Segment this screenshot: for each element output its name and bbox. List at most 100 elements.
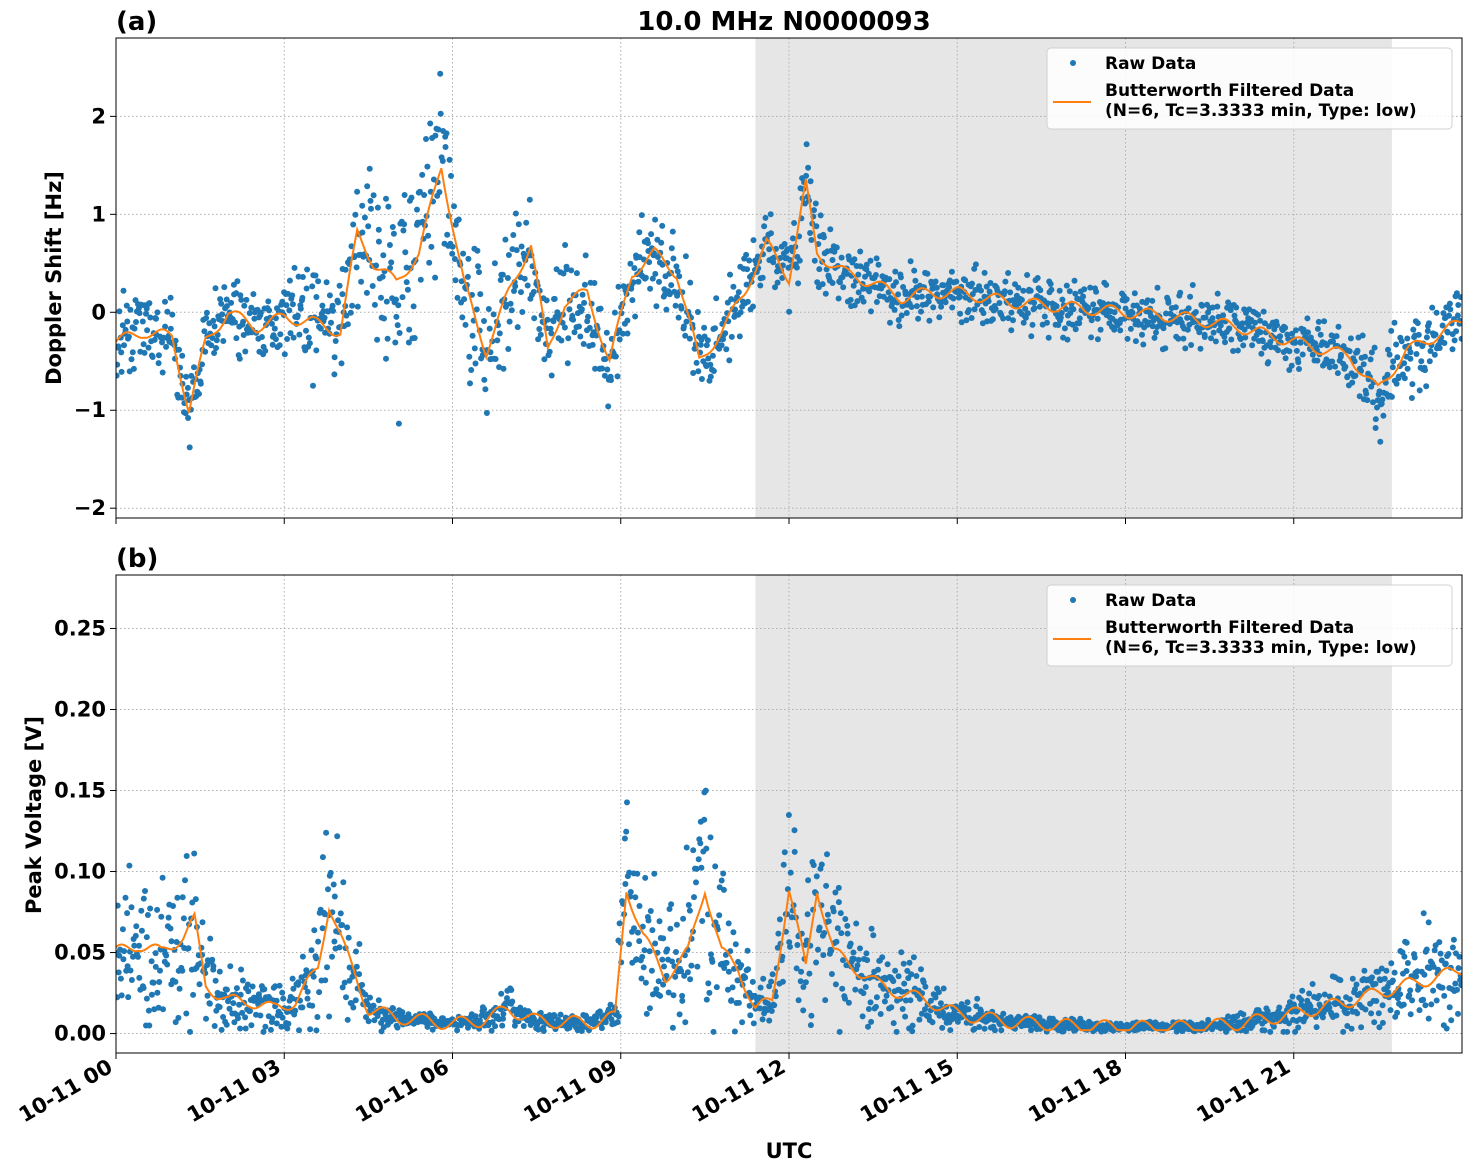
raw-data-point xyxy=(1221,333,1228,340)
raw-data-point xyxy=(159,874,166,881)
raw-data-point xyxy=(448,172,454,179)
raw-data-point xyxy=(512,210,519,217)
raw-data-point xyxy=(1332,363,1339,370)
raw-data-point xyxy=(370,1002,377,1009)
raw-data-point xyxy=(116,372,120,379)
raw-data-point xyxy=(1333,1012,1340,1019)
raw-data-point xyxy=(682,332,689,339)
raw-data-point xyxy=(313,347,320,354)
raw-data-point xyxy=(331,938,338,945)
raw-data-point xyxy=(862,984,869,990)
raw-data-point xyxy=(962,277,969,284)
raw-data-point xyxy=(186,444,193,451)
raw-data-point xyxy=(235,1015,241,1022)
raw-data-point xyxy=(859,1013,866,1020)
raw-data-point xyxy=(1299,987,1306,994)
raw-data-point xyxy=(607,1001,614,1008)
raw-data-point xyxy=(345,934,352,941)
raw-data-point xyxy=(146,300,153,307)
raw-data-point xyxy=(690,847,697,854)
raw-data-point xyxy=(1306,990,1313,997)
raw-data-point xyxy=(822,290,829,297)
raw-data-point xyxy=(910,954,917,961)
raw-data-point xyxy=(1140,341,1147,348)
raw-data-point xyxy=(646,259,653,266)
raw-data-point xyxy=(1391,319,1398,326)
raw-data-point xyxy=(232,319,238,326)
raw-data-point xyxy=(1406,992,1413,999)
raw-data-point xyxy=(1388,327,1395,334)
raw-data-point xyxy=(444,231,451,238)
raw-data-point xyxy=(142,888,148,894)
raw-data-point xyxy=(336,944,343,951)
raw-data-point xyxy=(648,967,655,974)
raw-data-point xyxy=(884,961,891,968)
raw-data-point xyxy=(661,963,667,970)
raw-data-point xyxy=(838,930,845,937)
raw-data-point xyxy=(1455,302,1462,308)
raw-data-point xyxy=(140,985,147,991)
raw-data-point xyxy=(646,948,653,955)
raw-data-point xyxy=(1022,305,1029,312)
raw-data-point xyxy=(207,935,214,942)
raw-data-point xyxy=(371,1017,378,1024)
raw-data-point xyxy=(146,1022,153,1029)
raw-data-point xyxy=(140,895,147,902)
raw-data-point xyxy=(686,907,693,914)
raw-data-point xyxy=(634,870,641,877)
filtered-data-line xyxy=(116,167,1462,414)
raw-data-point xyxy=(1295,359,1302,366)
raw-data-point xyxy=(750,303,756,310)
raw-data-point xyxy=(330,881,337,888)
raw-data-point xyxy=(673,263,680,270)
raw-data-point xyxy=(1309,351,1316,358)
raw-data-point xyxy=(1439,322,1446,329)
raw-data-point xyxy=(875,261,882,268)
raw-data-point xyxy=(597,305,604,312)
raw-data-point xyxy=(492,356,499,362)
raw-data-point xyxy=(121,342,127,349)
raw-data-point xyxy=(223,296,230,303)
raw-data-point xyxy=(1407,987,1414,994)
raw-data-point xyxy=(1364,397,1371,404)
raw-data-point xyxy=(124,963,131,970)
raw-data-point xyxy=(132,932,139,939)
raw-data-point xyxy=(768,230,774,237)
raw-data-point xyxy=(986,288,993,295)
raw-data-point xyxy=(1153,329,1159,336)
raw-data-point xyxy=(167,925,174,932)
raw-data-point xyxy=(1088,317,1095,324)
raw-data-point xyxy=(902,997,909,1004)
raw-data-point xyxy=(159,369,166,376)
raw-data-point xyxy=(585,313,591,320)
raw-data-point xyxy=(1404,335,1411,342)
raw-data-point xyxy=(1151,334,1158,341)
raw-data-point xyxy=(551,295,558,302)
raw-data-point xyxy=(279,989,286,996)
raw-data-point xyxy=(1047,281,1054,287)
raw-data-point xyxy=(218,1026,225,1033)
raw-data-point xyxy=(548,372,555,379)
raw-data-point xyxy=(179,967,186,974)
raw-data-point xyxy=(812,200,819,207)
raw-data-point xyxy=(183,373,190,380)
raw-data-point xyxy=(182,410,189,417)
raw-data-point xyxy=(352,997,359,1004)
raw-data-point xyxy=(1144,297,1151,304)
raw-data-point xyxy=(219,311,226,318)
raw-data-point xyxy=(523,219,530,226)
raw-data-point xyxy=(865,1023,871,1030)
raw-data-point xyxy=(864,957,871,964)
raw-data-point xyxy=(808,1012,815,1019)
raw-data-point xyxy=(169,311,176,318)
raw-data-point xyxy=(1008,309,1015,316)
raw-data-point xyxy=(1296,366,1302,372)
raw-data-point xyxy=(160,1006,166,1013)
raw-data-point xyxy=(1393,341,1400,348)
raw-data-point xyxy=(712,863,719,870)
raw-data-point xyxy=(150,979,157,986)
raw-data-point xyxy=(1228,336,1235,343)
raw-data-point xyxy=(873,1003,879,1010)
raw-data-point xyxy=(1226,325,1233,332)
raw-data-point xyxy=(702,787,709,794)
